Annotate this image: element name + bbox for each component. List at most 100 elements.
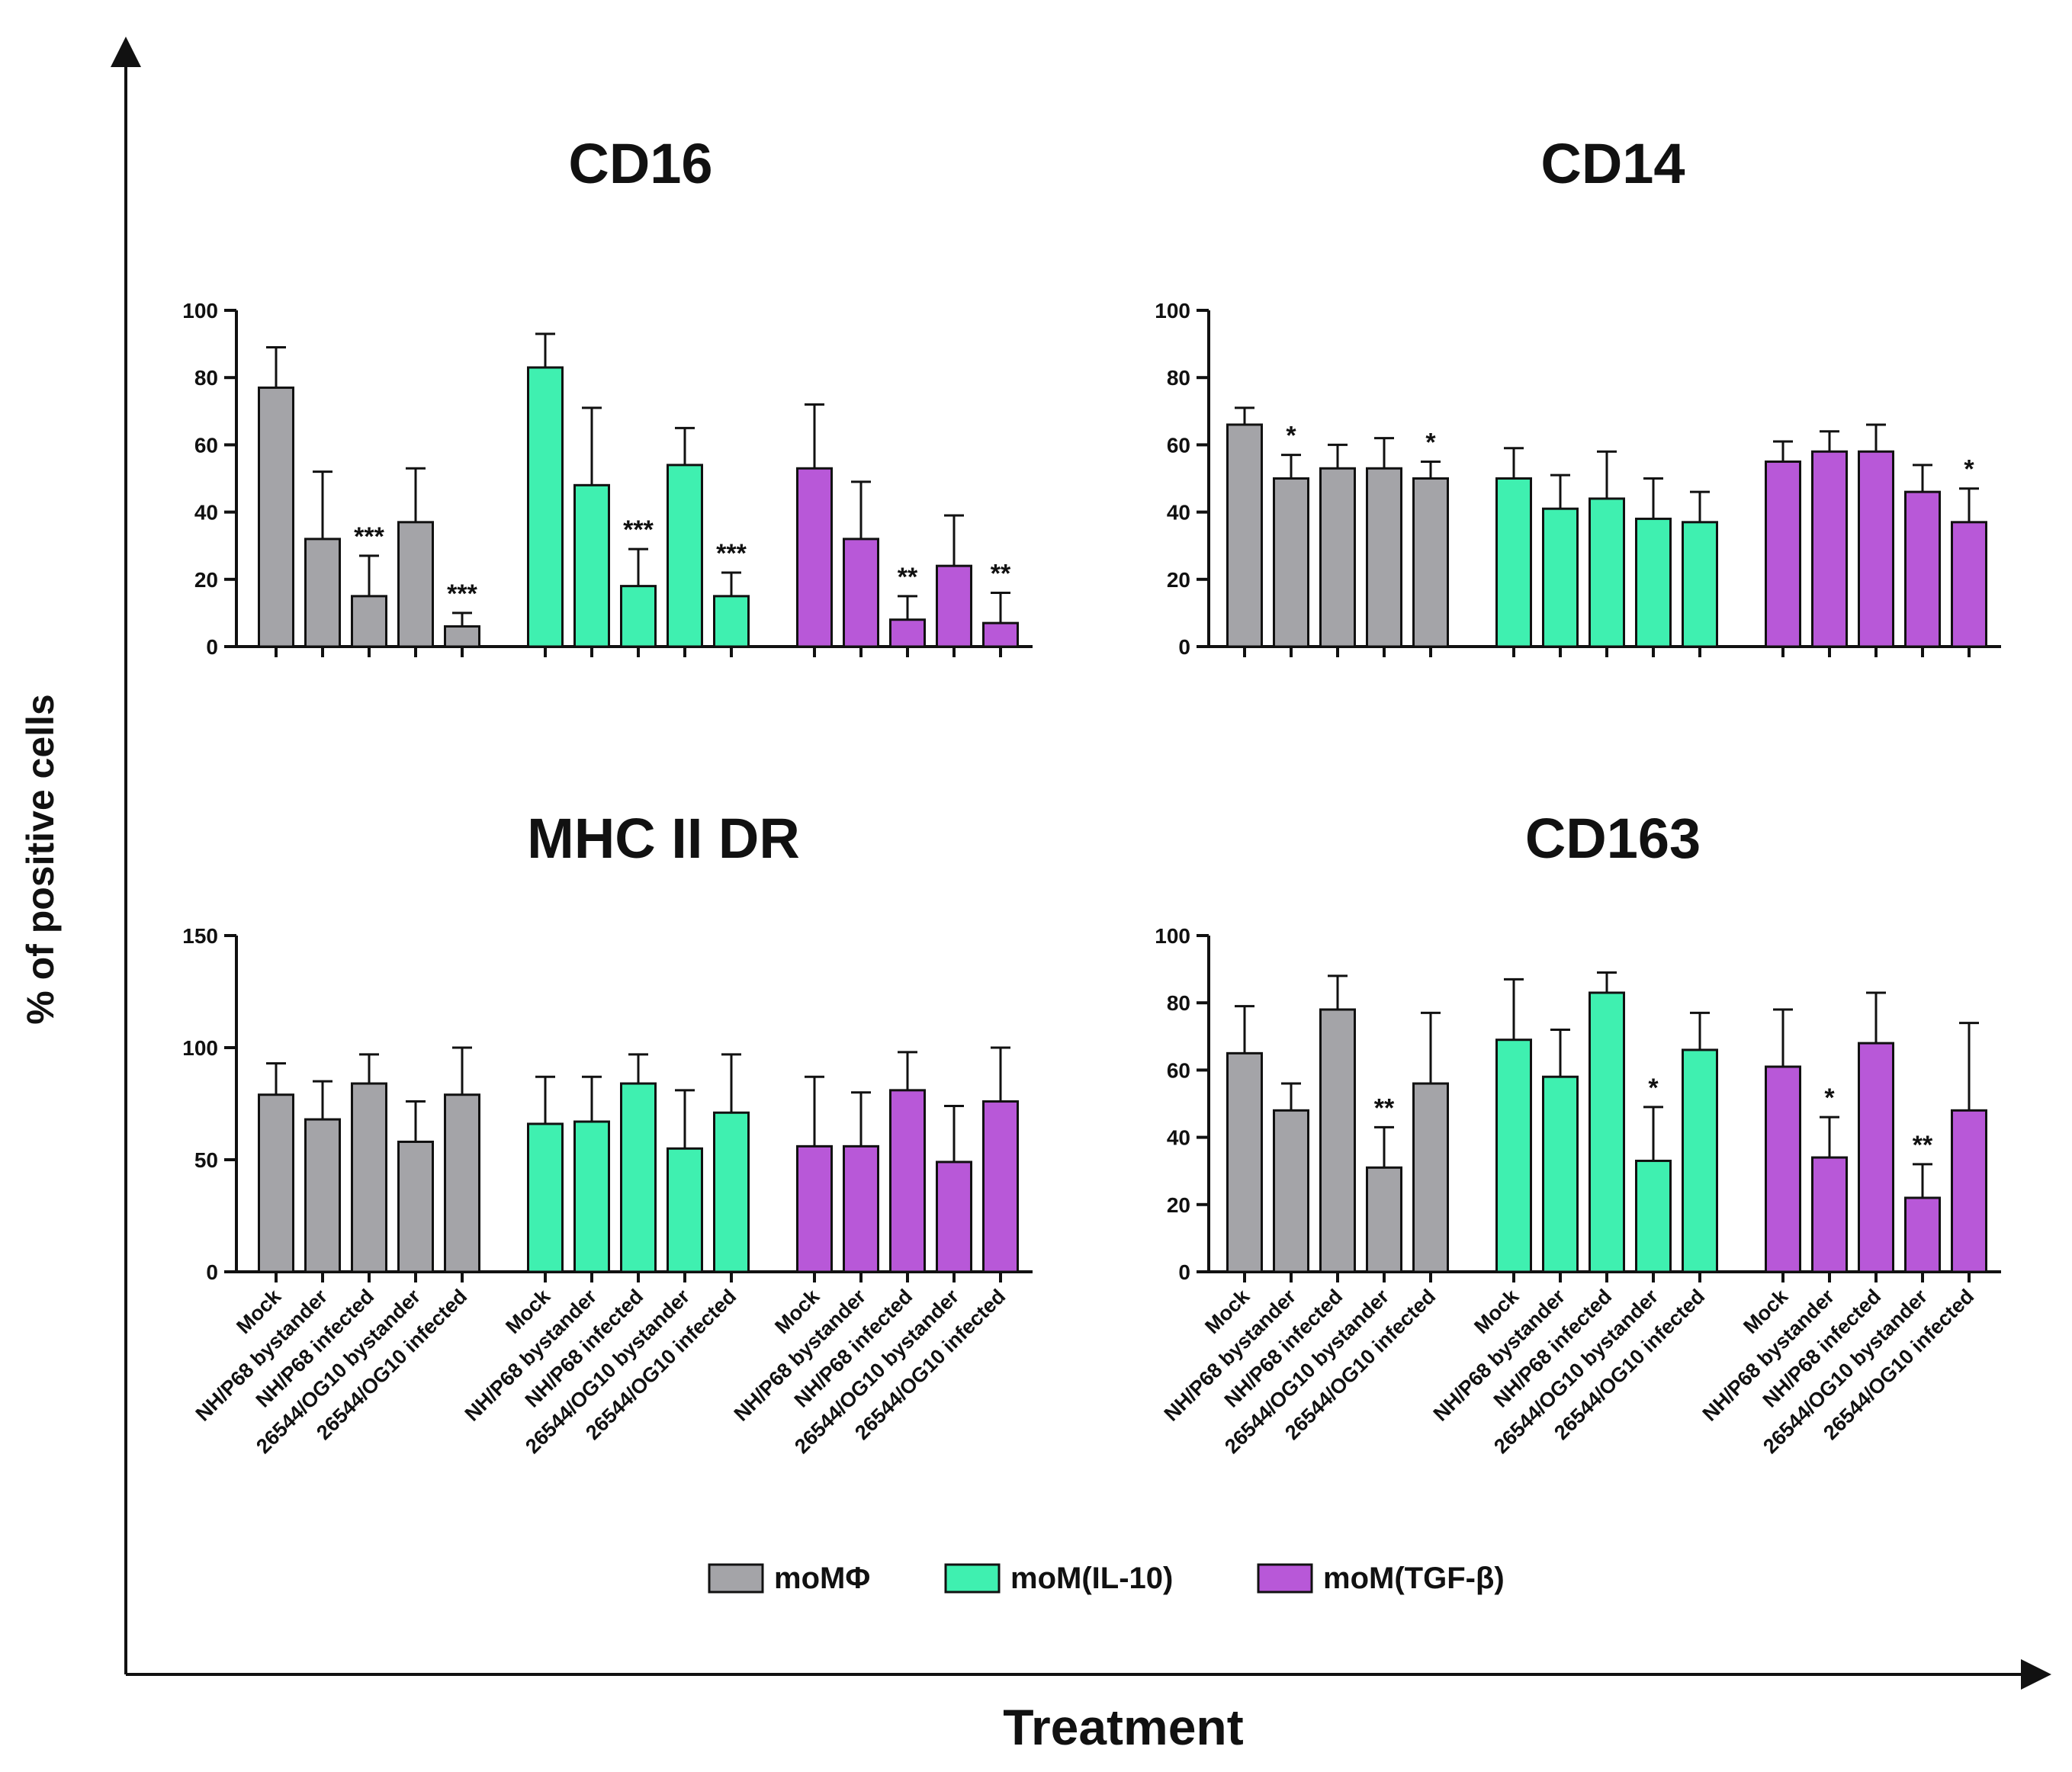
- bar-cd14-mom-26544-og10-infected: [1412, 477, 1449, 648]
- bar-cd16-mom-il-10-nh-p68-infected: [620, 585, 657, 648]
- bar-mhc-ii-dr-mom-mock: [258, 1093, 294, 1273]
- y-tick-label-cd16: 100: [182, 299, 218, 323]
- y-tick-label-cd163: 40: [1167, 1126, 1190, 1150]
- legend-label-mom-tgfb: moM(TGF-β): [1323, 1562, 1505, 1595]
- bar-cd14-mom-il-10-nh-p68-bystander: [1542, 507, 1579, 648]
- y-tick-label-cd14: 0: [1178, 635, 1190, 659]
- y-tick-label-cd14: 40: [1167, 501, 1190, 525]
- bar-cd14-mom-il-10-26544-og10-infected: [1682, 521, 1718, 648]
- significance-cd14-26544-og10-infected: *: [1425, 428, 1436, 457]
- y-tick-label-cd163: 0: [1178, 1260, 1190, 1284]
- bar-cd14-mom-il-10-26544-og10-bystander: [1635, 517, 1672, 648]
- bar-mhc-ii-dr-mom-tgf-nh-p68-bystander: [843, 1144, 879, 1273]
- y-tick-label-cd16: 0: [206, 635, 218, 659]
- bar-mhc-ii-dr-mom-26544-og10-infected: [444, 1093, 480, 1273]
- y-tick-label-mhc-ii-dr: 100: [182, 1036, 218, 1060]
- bar-cd163-mom-il-10-nh-p68-infected: [1589, 991, 1625, 1273]
- legend-item-momphi: moMΦ: [708, 1562, 870, 1595]
- bar-mhc-ii-dr-mom-26544-og10-bystander: [397, 1140, 434, 1273]
- y-tick-label-cd14: 60: [1167, 433, 1190, 457]
- bar-cd14-mom-il-10-nh-p68-infected: [1589, 497, 1625, 648]
- bar-cd16-mom-tgf-mock: [796, 467, 833, 648]
- bar-cd16-mom-il-10-mock: [527, 366, 564, 648]
- bar-cd14-mom-tgf-nh-p68-infected: [1858, 450, 1894, 648]
- bar-mhc-ii-dr-mom-tgf-26544-og10-infected: [982, 1100, 1019, 1273]
- y-axis-title: % of positive cells: [19, 694, 62, 1024]
- bar-mhc-ii-dr-mom-il-10-nh-p68-infected: [620, 1082, 657, 1273]
- bar-cd16-mom-tgf-26544-og10-bystander: [936, 564, 972, 648]
- legend-swatch-mom-tgfb: [1257, 1563, 1313, 1594]
- legend-item-mom-il10: moM(IL-10): [944, 1562, 1173, 1595]
- significance-cd16-26544-og10-infected: **: [991, 559, 1011, 588]
- y-tick-label-cd163: 20: [1167, 1193, 1190, 1217]
- bar-cd163-mom-nh-p68-infected: [1319, 1008, 1356, 1273]
- bar-cd163-mom-26544-og10-infected: [1412, 1082, 1449, 1273]
- y-tick-label-cd16: 80: [194, 366, 218, 390]
- y-tick-label-cd163: 80: [1167, 991, 1190, 1015]
- bar-cd163-mom-il-10-mock: [1495, 1038, 1532, 1273]
- panel-cd14: CD14 0 20 40 60 80 100 * * *: [1155, 132, 2001, 659]
- significance-cd163-26544-og10-bystander: **: [1913, 1131, 1933, 1160]
- bar-mhc-ii-dr-mom-tgf-nh-p68-infected: [889, 1089, 926, 1273]
- bar-cd16-mom-tgf-26544-og10-infected: [982, 621, 1019, 648]
- bar-cd163-mom-tgf-nh-p68-bystander: [1811, 1156, 1848, 1273]
- bar-mhc-ii-dr-mom-il-10-nh-p68-bystander: [573, 1120, 610, 1273]
- bar-cd163-mom-tgf-nh-p68-infected: [1858, 1042, 1894, 1273]
- chart-title-mhc-ii-dr: MHC II DR: [527, 807, 800, 870]
- bar-cd16-mom-tgf-nh-p68-infected: [889, 618, 926, 648]
- y-tick-label-cd163: 60: [1167, 1058, 1190, 1082]
- bar-cd14-mom-tgf-mock: [1765, 460, 1801, 648]
- bar-cd16-mom-il-10-26544-og10-infected: [713, 595, 750, 648]
- y-tick-label-cd14: 100: [1155, 299, 1190, 323]
- bar-cd16-mom-tgf-nh-p68-bystander: [843, 538, 879, 648]
- bar-cd163-mom-nh-p68-bystander: [1273, 1109, 1309, 1273]
- bar-cd163-mom-il-10-26544-og10-infected: [1682, 1048, 1718, 1273]
- bar-mhc-ii-dr-mom-il-10-mock: [527, 1122, 564, 1273]
- bar-cd16-mom-nh-p68-bystander: [304, 538, 341, 648]
- bar-cd16-mom-il-10-26544-og10-bystander: [667, 464, 703, 648]
- legend-label-momphi: moMΦ: [774, 1562, 870, 1595]
- y-tick-label-cd14: 20: [1167, 568, 1190, 592]
- significance-cd16-26544-og10-infected: ***: [447, 579, 477, 608]
- bar-cd163-mom-tgf-26544-og10-infected: [1951, 1109, 1987, 1273]
- y-tick-label-mhc-ii-dr: 0: [206, 1260, 218, 1284]
- bar-cd14-mom-tgf-26544-og10-infected: [1951, 521, 1987, 648]
- bar-cd16-mom-mock: [258, 386, 294, 648]
- bar-cd163-mom-26544-og10-bystander: [1366, 1166, 1402, 1273]
- significance-cd16-nh-p68-infected: ***: [354, 522, 384, 551]
- bar-cd16-mom-il-10-nh-p68-bystander: [573, 483, 610, 648]
- legend-swatch-momphi: [708, 1563, 764, 1594]
- bar-cd16-mom-26544-og10-bystander: [397, 521, 434, 648]
- significance-cd14-26544-og10-infected: *: [1964, 455, 1974, 484]
- bar-mhc-ii-dr-mom-il-10-26544-og10-infected: [713, 1111, 750, 1273]
- bar-mhc-ii-dr-mom-il-10-26544-og10-bystander: [667, 1147, 703, 1273]
- significance-cd163-26544-og10-bystander: *: [1648, 1074, 1659, 1103]
- legend: moMΦ moM(IL-10) moM(TGF-β): [708, 1562, 1505, 1595]
- bar-mhc-ii-dr-mom-tgf-mock: [796, 1144, 833, 1273]
- y-tick-label-cd16: 60: [194, 433, 218, 457]
- legend-swatch-mom-il10: [944, 1563, 1001, 1594]
- bar-cd14-mom-tgf-26544-og10-bystander: [1904, 490, 1941, 648]
- outer-x-axis-arrow: [2021, 1659, 2051, 1690]
- y-tick-label-mhc-ii-dr: 150: [182, 924, 218, 948]
- significance-cd163-nh-p68-bystander: *: [1824, 1083, 1835, 1112]
- bar-cd163-mom-il-10-nh-p68-bystander: [1542, 1075, 1579, 1273]
- legend-label-mom-il10: moM(IL-10): [1010, 1562, 1173, 1595]
- bar-cd14-mom-nh-p68-infected: [1319, 467, 1356, 648]
- bar-cd16-mom-nh-p68-infected: [351, 595, 387, 648]
- significance-cd163-26544-og10-bystander: **: [1374, 1093, 1395, 1122]
- bar-mhc-ii-dr-mom-tgf-26544-og10-bystander: [936, 1160, 972, 1273]
- significance-cd16-26544-og10-infected: ***: [716, 539, 747, 568]
- chart-title-cd16: CD16: [568, 132, 712, 195]
- bar-cd14-mom-il-10-mock: [1495, 477, 1532, 648]
- y-tick-label-cd16: 40: [194, 501, 218, 525]
- bar-cd163-mom-mock: [1226, 1051, 1263, 1273]
- y-tick-label-cd163: 100: [1155, 924, 1190, 948]
- outer-y-axis-arrow: [111, 37, 141, 67]
- chart-title-cd163: CD163: [1525, 807, 1701, 870]
- bar-cd163-mom-tgf-26544-og10-bystander: [1904, 1196, 1941, 1273]
- bar-cd14-mom-tgf-nh-p68-bystander: [1811, 450, 1848, 648]
- y-tick-label-mhc-ii-dr: 50: [194, 1148, 218, 1172]
